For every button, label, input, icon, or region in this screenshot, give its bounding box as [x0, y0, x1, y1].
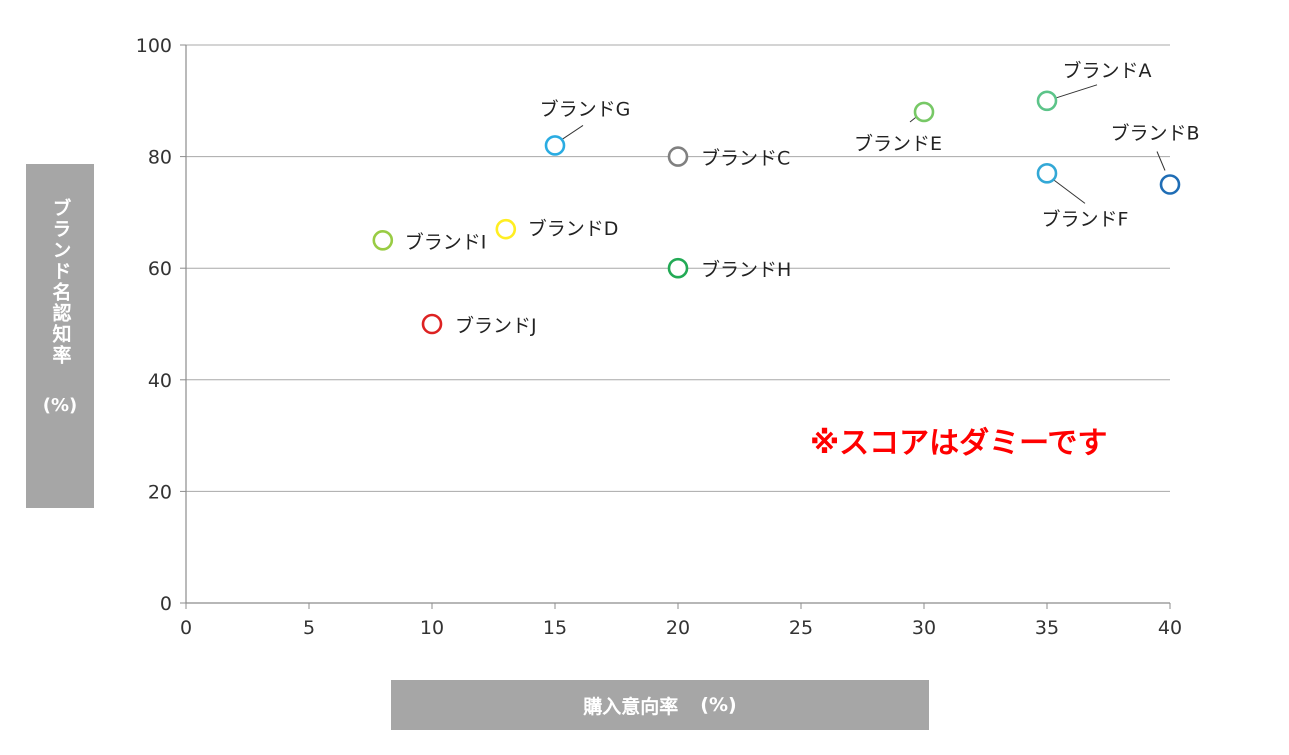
data-point [421, 313, 443, 335]
data-point [372, 230, 394, 251]
data-point [544, 135, 566, 156]
y-axis-unit: (%) [42, 395, 78, 416]
x-tick-label: 25 [789, 617, 813, 639]
leader-line [558, 125, 584, 142]
data-label: ブランドC [701, 147, 790, 170]
dummy-score-note: ※スコアはダミーです [810, 426, 1108, 461]
data-point [1159, 174, 1181, 195]
x-tick-label: 0 [180, 617, 192, 639]
data-label: ブランドD [528, 217, 619, 240]
leader-lines [558, 84, 1166, 204]
data-label: ブランドB [1110, 122, 1199, 145]
data-point [667, 146, 689, 167]
data-label: ブランドJ [455, 314, 537, 337]
data-label: ブランドG [540, 97, 631, 120]
point-labels: ブランドA ブランドB ブランドC ブランドD ブランドE ブランドF ブランドG ブランドH… [405, 59, 1200, 337]
y-tick-label: 80 [148, 147, 172, 169]
y-tick-label: 0 [160, 593, 172, 615]
data-point [667, 257, 689, 279]
data-label: ブランドH [701, 258, 791, 281]
x-tick-label: 15 [543, 617, 567, 639]
x-tick-label: 10 [420, 617, 444, 639]
y-axis-label-box: ブランド名認知率 (%) [26, 164, 94, 508]
tick-labels: 0 20 40 60 80 100 0 5 10 15 20 25 30 35 40 [136, 35, 1182, 639]
data-points [372, 90, 1181, 335]
data-label: ブランドE [854, 132, 942, 155]
leader-line [1052, 178, 1086, 204]
data-label: ブランドF [1042, 207, 1129, 230]
x-tick-label: 35 [1035, 617, 1059, 639]
axes [180, 44, 1171, 609]
data-point [913, 101, 935, 123]
leader-line [1156, 151, 1166, 171]
x-tick-label: 20 [666, 617, 690, 639]
data-label: ブランドI [405, 230, 487, 253]
data-point [1036, 163, 1058, 184]
data-point [495, 218, 517, 240]
y-tick-label: 40 [148, 370, 172, 392]
y-axis-label: ブランド名認知率 [49, 198, 72, 366]
x-tick-label: 5 [303, 617, 315, 639]
x-axis-label-box: 購入意向率 (%) [391, 680, 929, 730]
x-tick-label: 30 [912, 617, 936, 639]
x-tick-label: 40 [1158, 617, 1182, 639]
y-tick-label: 60 [148, 258, 172, 280]
y-tick-label: 20 [148, 481, 172, 503]
data-label: ブランドA [1063, 59, 1152, 82]
y-tick-label: 100 [136, 35, 172, 57]
data-point [1036, 90, 1058, 112]
x-axis-label: 購入意向率 [583, 695, 679, 718]
x-axis-unit: (%) [700, 694, 737, 716]
